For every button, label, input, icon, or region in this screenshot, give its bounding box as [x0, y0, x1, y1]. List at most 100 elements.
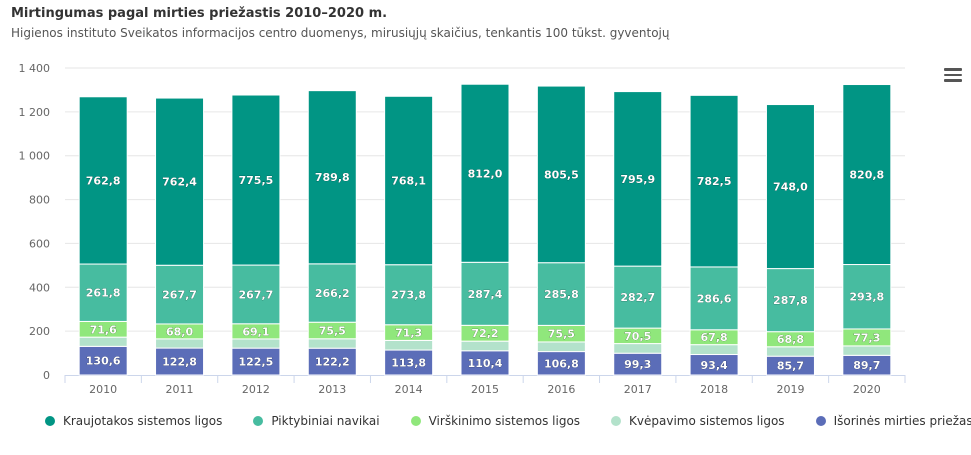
data-label: 75,5 [548, 328, 575, 341]
legend-item[interactable]: Kraujotakos sistemos ligos [45, 414, 222, 428]
y-tick-label: 800 [29, 194, 50, 207]
x-tick-label: 2013 [318, 383, 346, 396]
bar-segment [765, 346, 815, 357]
legend-marker-icon [611, 416, 622, 426]
hamburger-menu-icon[interactable] [944, 68, 962, 82]
data-label: 287,8 [773, 294, 808, 307]
data-label: 795,9 [620, 173, 655, 186]
legend-item[interactable]: Virškinimo sistemos ligos [410, 414, 581, 428]
x-tick-label: 2014 [395, 383, 423, 396]
bar-segment [536, 85, 586, 264]
data-label: 77,3 [853, 331, 880, 344]
legend-label: Kvėpavimo sistemos ligos [629, 414, 785, 428]
bar-segment [155, 264, 205, 325]
x-tick-label: 2019 [776, 383, 804, 396]
legend-marker-icon [410, 416, 421, 426]
data-label: 748,0 [773, 181, 808, 194]
data-label: 70,5 [624, 330, 651, 343]
bar-segment [536, 341, 586, 353]
data-label: 85,7 [777, 360, 804, 373]
y-tick-label: 400 [29, 281, 50, 294]
y-tick-label: 1 200 [19, 106, 51, 119]
bar-segment [842, 345, 892, 356]
data-label: 68,0 [166, 325, 193, 338]
chart-subtitle: Higienos instituto Sveikatos informacijo… [11, 26, 670, 40]
x-tick-label: 2016 [547, 383, 575, 396]
x-tick-label: 2011 [166, 383, 194, 396]
bar-segment [689, 94, 739, 268]
legend-label: Išorinės mirties priežastys [833, 414, 971, 428]
x-tick-label: 2012 [242, 383, 270, 396]
stacked-bar-chart: 0 200 400 600 800 1 000 1 200 1 400 2010 2011 2012… [19, 62, 906, 396]
chart-legend: Kraujotakos sistemos ligos Piktybiniai na… [45, 414, 971, 428]
legend-label: Kraujotakos sistemos ligos [63, 414, 223, 428]
bar-segment [231, 338, 281, 349]
data-label: 782,5 [697, 175, 732, 188]
bar-segment [307, 338, 357, 349]
data-label: 113,8 [391, 357, 426, 370]
data-label: 106,8 [544, 357, 579, 370]
bar-segment [842, 264, 892, 330]
bar-segment [231, 94, 281, 266]
bar-segment [384, 95, 434, 266]
bar-segment [613, 265, 663, 329]
data-label: 293,8 [849, 291, 884, 304]
data-label: 71,6 [90, 323, 117, 336]
bar-segment [155, 347, 205, 376]
data-label: 122,2 [315, 356, 350, 369]
bar-segment [78, 345, 128, 376]
y-tick-label: 1 400 [19, 62, 51, 75]
legend-label: Piktybiniai navikai [271, 414, 380, 428]
bar-segment [78, 96, 128, 265]
data-label: 110,4 [468, 357, 503, 370]
x-tick-label: 2020 [853, 383, 881, 396]
chart-title: Mirtingumas pagal mirties priežastis 201… [11, 6, 388, 21]
data-label: 789,8 [315, 171, 350, 184]
legend-label: Virškinimo sistemos ligos [428, 414, 581, 428]
data-label: 285,8 [544, 288, 579, 301]
x-tick-label: 2018 [700, 383, 728, 396]
data-label: 71,3 [395, 327, 422, 340]
data-label: 67,8 [701, 331, 728, 344]
bar-segment [689, 266, 739, 331]
bar-segment [384, 264, 434, 326]
bar-segment [765, 104, 815, 270]
bar-segment [613, 343, 663, 354]
data-label: 122,5 [239, 356, 274, 369]
data-label: 130,6 [86, 355, 121, 368]
y-tick-label: 200 [29, 325, 50, 338]
data-label: 68,8 [777, 333, 804, 346]
bar-segment [307, 90, 357, 265]
data-label: 282,7 [620, 291, 655, 304]
legend-item[interactable]: Išorinės mirties priežastys [815, 414, 971, 428]
bar-segment [842, 84, 892, 266]
y-tick-label: 1 000 [19, 150, 51, 163]
data-label: 762,4 [162, 176, 197, 189]
data-label: 820,8 [849, 169, 884, 182]
x-tick-label: 2010 [89, 383, 117, 396]
data-label: 267,7 [162, 289, 197, 302]
bar-segment [384, 339, 434, 351]
data-label: 267,7 [239, 288, 274, 301]
data-label: 287,4 [468, 288, 503, 301]
legend-marker-icon [253, 416, 264, 426]
bar-segment [78, 336, 128, 347]
legend-item[interactable]: Kvėpavimo sistemos ligos [611, 414, 785, 428]
legend-marker-icon [815, 416, 826, 426]
bar-segment [536, 262, 586, 326]
data-label: 99,3 [624, 358, 651, 371]
data-label: 812,0 [468, 167, 503, 180]
data-label: 89,7 [853, 359, 880, 372]
legend-item[interactable]: Piktybiniai navikai [253, 414, 380, 428]
x-tick-label: 2017 [624, 383, 652, 396]
data-label: 75,5 [319, 324, 346, 337]
bar-segment [307, 347, 357, 376]
x-tick-label: 2015 [471, 383, 499, 396]
bar-segment [231, 264, 281, 325]
bar-segment [460, 261, 510, 326]
data-label: 805,5 [544, 168, 579, 181]
y-tick-label: 600 [29, 237, 50, 250]
bar-segment [613, 91, 663, 267]
data-label: 775,5 [239, 174, 274, 187]
bar-segment [460, 340, 510, 352]
